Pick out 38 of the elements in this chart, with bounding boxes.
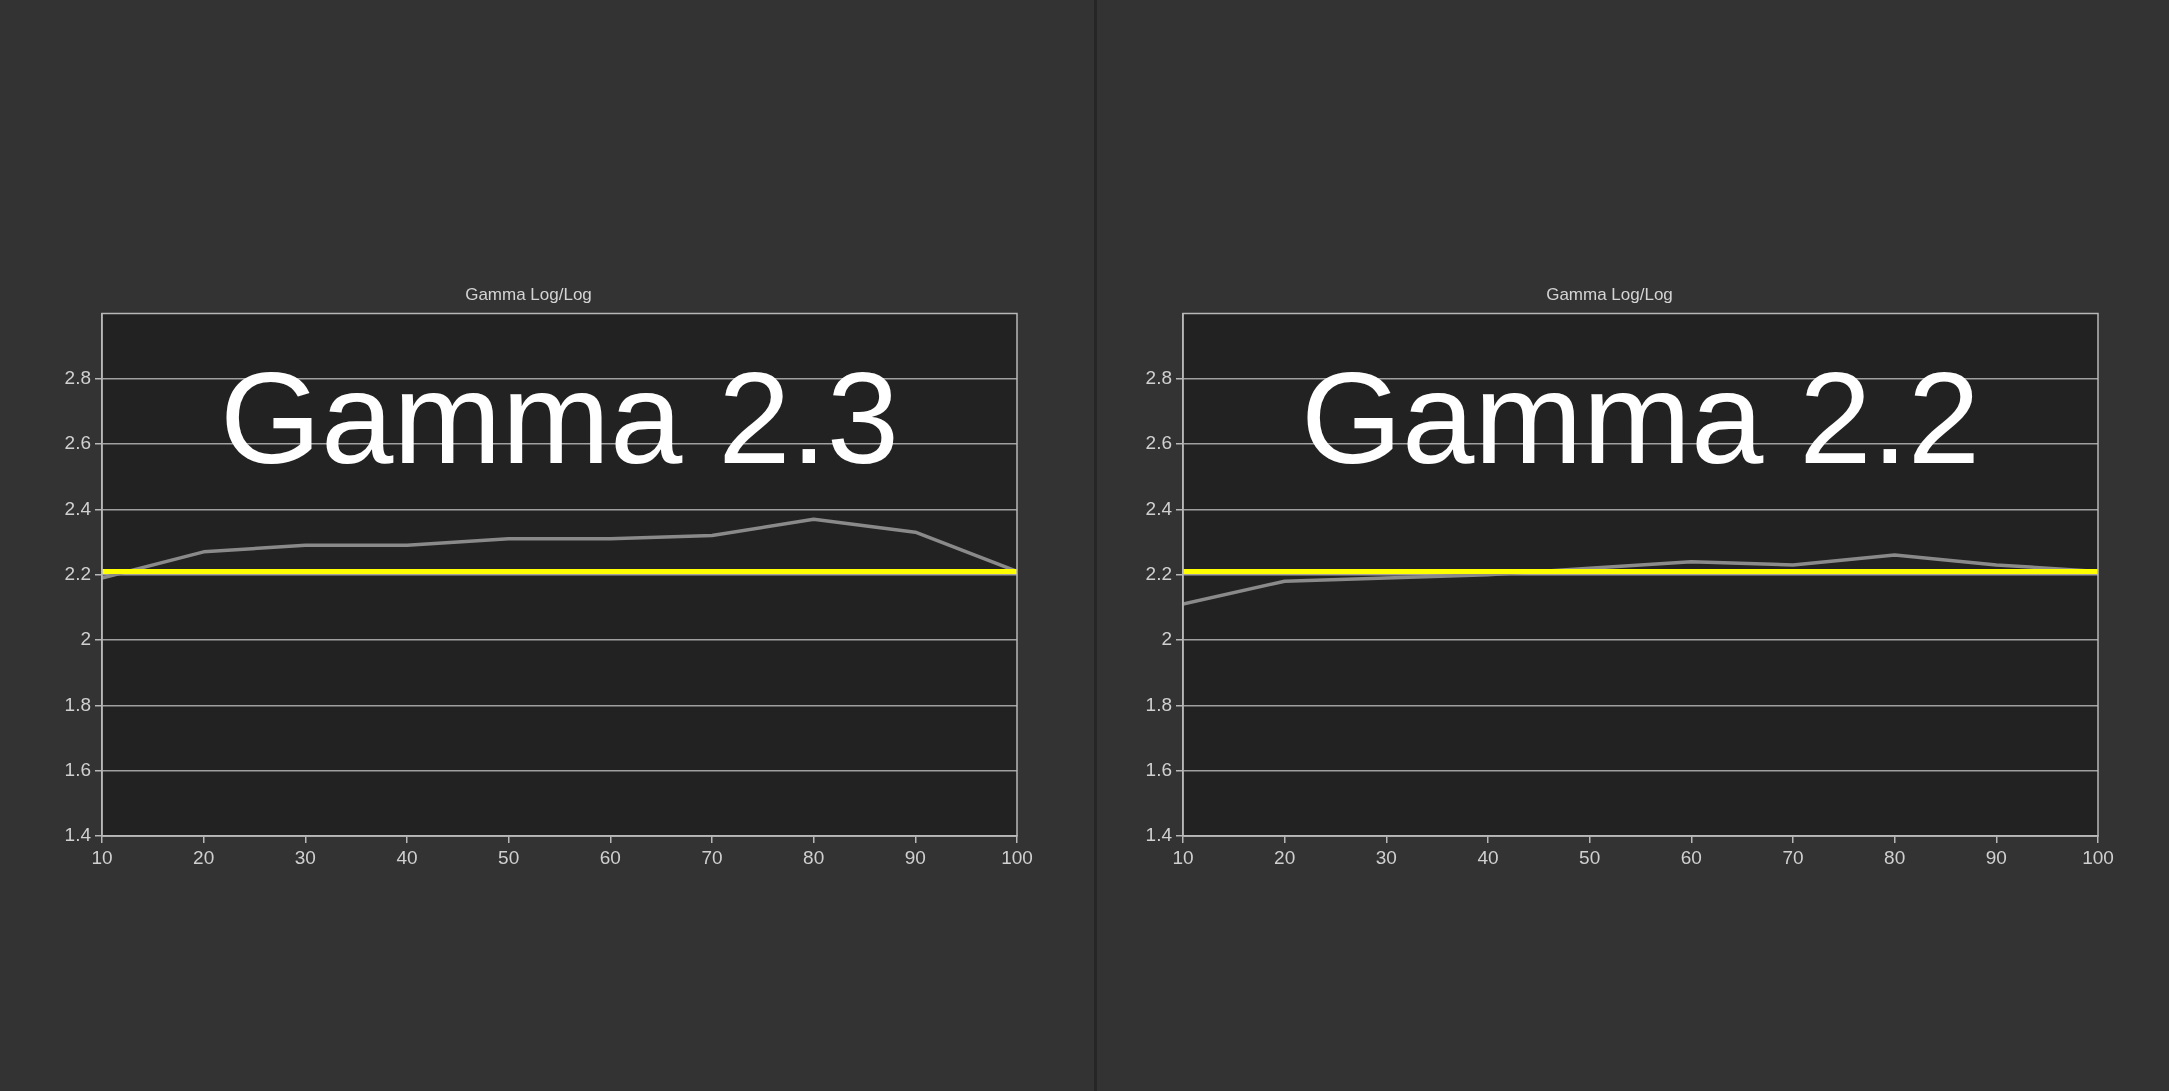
y-tick-label: 2.8 — [64, 366, 91, 388]
x-tick-label: 20 — [193, 846, 215, 868]
x-tick-label: 10 — [91, 846, 113, 868]
x-tick-label: 70 — [1782, 846, 1804, 868]
y-tick-label: 2.4 — [1145, 497, 1173, 519]
x-tick-label: 60 — [1680, 846, 1702, 868]
y-tick-label: 2.4 — [64, 497, 92, 519]
x-tick-label: 50 — [498, 846, 520, 868]
y-tick-label: 1.8 — [1145, 693, 1172, 715]
chart-title: Gamma Log/Log — [1546, 284, 1673, 304]
y-tick-label: 2.2 — [64, 562, 91, 584]
y-tick-label: 1.6 — [1145, 758, 1172, 780]
x-tick-label: 90 — [904, 846, 926, 868]
y-tick-label: 1.6 — [64, 758, 91, 780]
x-tick-label: 40 — [1477, 846, 1499, 868]
x-tick-label: 10 — [1172, 846, 1194, 868]
y-tick-label: 1.4 — [1145, 824, 1173, 846]
x-tick-label: 100 — [1001, 846, 1033, 868]
x-tick-label: 70 — [701, 846, 723, 868]
y-tick-label: 2.8 — [1145, 366, 1172, 388]
x-tick-label: 80 — [1884, 846, 1906, 868]
x-tick-label: 60 — [599, 846, 621, 868]
x-tick-label: 40 — [396, 846, 418, 868]
x-tick-label: 100 — [2082, 846, 2114, 868]
x-tick-label: 20 — [1274, 846, 1296, 868]
y-tick-label: 1.8 — [64, 693, 91, 715]
y-tick-label: 1.4 — [64, 824, 92, 846]
x-tick-label: 30 — [294, 846, 316, 868]
x-tick-label: 30 — [1375, 846, 1397, 868]
y-tick-label: 2.6 — [64, 432, 91, 454]
x-tick-label: 50 — [1579, 846, 1601, 868]
x-tick-label: 80 — [803, 846, 825, 868]
x-tick-label: 90 — [1985, 846, 2007, 868]
y-tick-label: 2 — [1161, 628, 1172, 650]
y-tick-label: 2 — [80, 628, 91, 650]
y-tick-label: 2.6 — [1145, 432, 1172, 454]
chart-title: Gamma Log/Log — [465, 284, 592, 304]
y-tick-label: 2.2 — [1145, 562, 1172, 584]
